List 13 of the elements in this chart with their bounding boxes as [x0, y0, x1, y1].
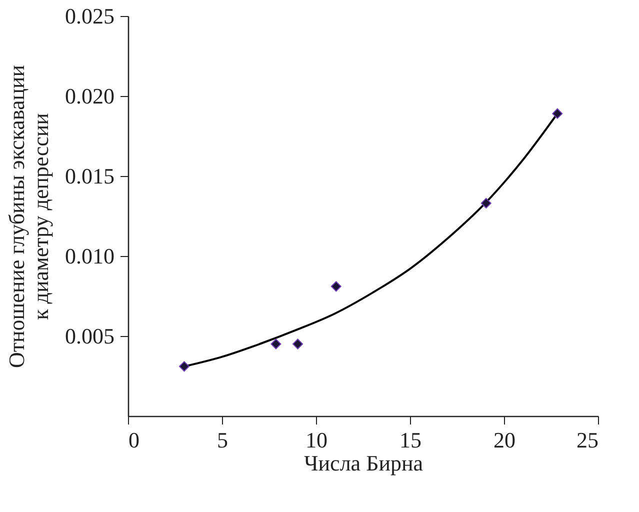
- y-tick-label: 0.015: [65, 164, 114, 188]
- y-axis-title: Отношение глубины экскавации к диаметру депрессии: [4, 64, 53, 368]
- x-tick-label: 25: [576, 428, 598, 452]
- y-tick-label: 0.005: [65, 324, 114, 348]
- x-tick-label: 10: [306, 428, 328, 452]
- y-tick-label: 0.025: [65, 4, 114, 28]
- x-tick-label: 5: [217, 428, 228, 452]
- x-tick-label: 20: [494, 428, 516, 452]
- x-tick-label: 0: [128, 428, 140, 452]
- x-axis-title: Числа Бирна: [304, 450, 424, 476]
- y-tick-label: 0.020: [65, 84, 114, 108]
- y-tick-label: 0.010: [65, 244, 114, 268]
- x-tick-label: 15: [400, 428, 422, 452]
